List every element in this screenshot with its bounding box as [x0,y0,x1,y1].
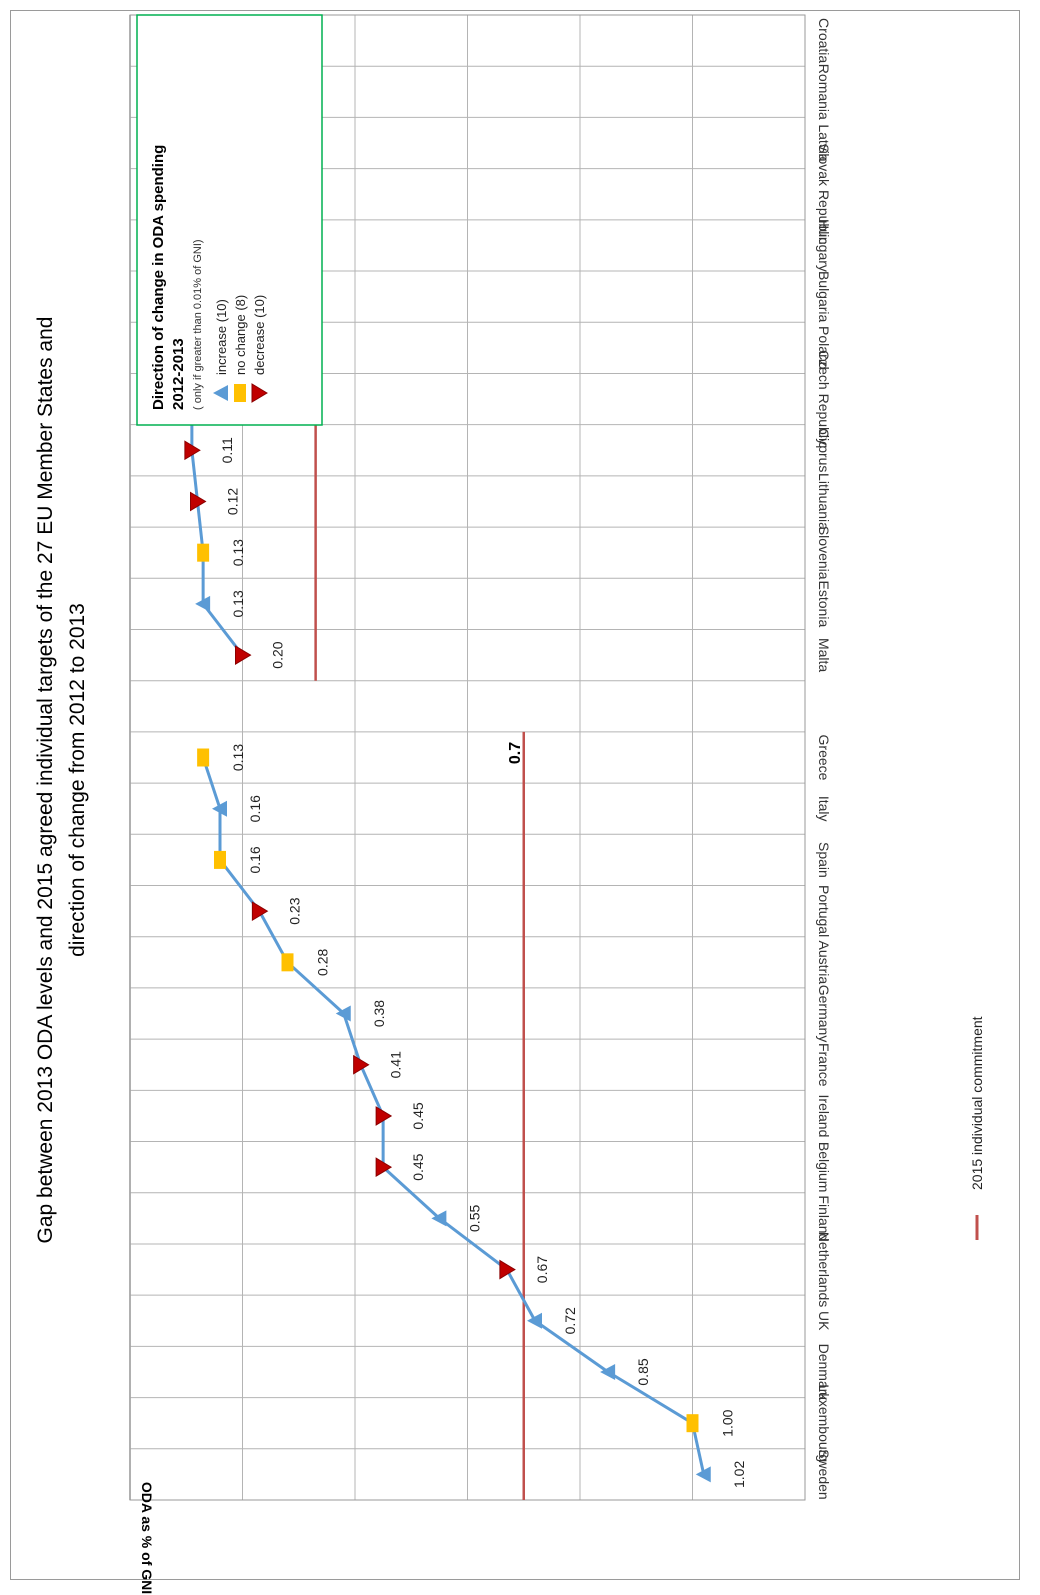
data-point-marker [527,1312,542,1329]
data-label: 1.02 [731,1461,747,1488]
data-label: 0.41 [388,1051,404,1078]
data-point-marker [375,1106,393,1126]
series-line [201,757,706,1475]
category-tick-label: Cyprus [816,428,832,472]
data-point-marker [695,1466,711,1483]
data-point-marker [197,748,210,767]
data-point-marker [214,850,226,869]
legend-item-label: increase (10) [214,299,229,375]
category-tick-label: Belgium [816,1142,832,1193]
data-label: 0.16 [247,795,263,822]
data-label: 0.20 [270,641,286,668]
category-tick-label: Finland [816,1195,832,1241]
legend-triangle-down-icon [251,383,268,403]
category-tick-label: Lithuania [816,473,832,530]
category-tick-label: Czech Republic [816,350,832,448]
commitment-legend-label: 2015 individual commitment [969,1016,985,1190]
data-point-marker [335,1005,351,1022]
category-tick-label: Ireland [816,1095,832,1138]
category-tick-label: Hungary [816,219,832,272]
plot-border [129,14,806,1501]
data-label: 0.45 [410,1102,426,1129]
data-point-marker [190,491,207,512]
category-tick-label: Luxembourg [816,1384,832,1462]
data-label: 1.00 [720,1409,736,1436]
category-tick-label: Greece [816,735,832,781]
data-label: 0.13 [230,744,246,771]
category-tick-label: Italy [816,796,832,822]
data-label: 0.38 [371,1000,387,1027]
legend-box [136,14,323,426]
category-tick-label: Malta [816,638,832,672]
category-tick-label: Latvia [816,124,832,162]
legend-title-2: 2012-2013 [170,338,187,410]
data-point-marker [251,901,269,922]
data-label: 0.23 [286,897,302,924]
data-point-marker [212,800,227,817]
data-point-marker [195,595,211,612]
category-tick-label: UK [816,1311,832,1331]
category-tick-label: Spain [816,842,832,878]
data-point-marker [686,1414,699,1433]
category-tick-label: Slovak Republic [816,144,832,244]
data-label: 0.85 [635,1358,651,1385]
data-point-marker [499,1259,516,1280]
category-tick-label: Estonia [816,581,832,628]
y-axis-label: ODA as % of GNI [139,1482,155,1594]
data-point-marker [281,953,294,972]
data-label: 0.55 [466,1205,482,1232]
category-tick-label: Poland [816,326,832,370]
category-tick-label: Germany [816,985,832,1043]
legend-title: Direction of change in ODA spending [150,145,167,410]
legend-item-label: decrease (10) [252,295,267,375]
data-point-marker [353,1054,370,1075]
chart-title-line-1: Gap between 2013 ODA levels and 2015 agr… [34,317,57,1244]
category-tick-label: Portugal [816,885,832,937]
data-label: 0.16 [247,846,263,873]
category-tick-label: Netherlands [816,1232,832,1308]
data-label: 0.11 [219,437,235,463]
legend-note: ( only if greater than 0.01% of GNI) [192,239,204,410]
data-point-marker [600,1363,616,1380]
target-label: 0.7 [507,742,524,764]
data-point-marker [197,543,210,562]
category-tick-label: Denmark [816,1344,832,1402]
category-tick-label: Bulgaria [816,271,832,323]
category-tick-label: Romania [816,64,832,120]
category-tick-label: Sweden [816,1449,832,1500]
data-label: 0.67 [534,1256,550,1283]
legend-square-icon [234,384,246,402]
data-label: 0.72 [562,1307,578,1334]
data-label: 0.13 [230,590,246,617]
data-point-marker [235,645,252,665]
data-point-marker [375,1157,393,1178]
category-tick-label: France [816,1043,832,1087]
category-tick-label: Austria [816,941,832,985]
data-label: 0.12 [225,488,241,515]
category-tick-label: Croatia [816,18,832,63]
legend-triangle-up-icon [213,385,228,401]
data-label: 0.13 [230,539,246,566]
legend-item-label: no change (8) [233,295,248,375]
data-point-marker [184,440,201,461]
category-tick-label: Slovenia [816,526,832,580]
data-label: 0.28 [315,948,331,975]
data-label: 0.45 [410,1153,426,1180]
data-point-marker [431,1210,447,1227]
chart-title-line-2: direction of change from 2012 to 2013 [66,603,89,957]
chart-frame [10,10,1020,1580]
